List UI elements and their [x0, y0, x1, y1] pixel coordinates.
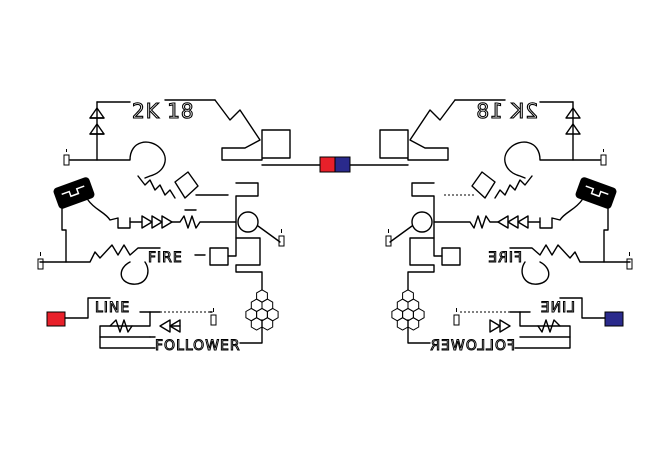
hexagon-cell — [407, 317, 420, 331]
center-blue-block — [334, 156, 351, 173]
left-red-block — [46, 311, 66, 327]
chip-icon — [575, 177, 617, 209]
right-circuit: 2K 18 — [379, 98, 633, 355]
hexagon-cell — [396, 317, 409, 331]
candle-icon — [63, 149, 70, 166]
diode-stack-right — [539, 101, 601, 161]
candle-icon — [385, 229, 392, 247]
center-connector — [261, 156, 409, 173]
right-blue-block — [604, 311, 624, 327]
chip-icon — [53, 177, 95, 209]
candle-icon — [210, 308, 217, 326]
line-label-right: LINE — [540, 300, 575, 316]
fire-label-right: FIRE — [487, 250, 522, 266]
rating-label-left: 2K 18 — [132, 99, 195, 123]
diode-stack-left — [69, 101, 131, 161]
center-red-block — [319, 156, 336, 173]
candle-icon — [278, 229, 285, 247]
candle-icon — [37, 252, 44, 270]
candle-icon — [626, 252, 633, 270]
left-circuit: 2K 18 — [37, 98, 291, 355]
candle-icon — [453, 308, 460, 326]
line-label-left: LINE — [95, 300, 130, 316]
follower-label-left: FOLLOWER — [155, 338, 241, 354]
hexagon-cell — [250, 317, 263, 331]
follower-label-right: FOLLOWER — [429, 338, 515, 354]
hexagon-cell — [261, 317, 274, 331]
fire-label-left: FIRE — [148, 250, 183, 266]
candle-icon — [600, 149, 607, 166]
rating-label-right: 2K 18 — [475, 99, 538, 123]
